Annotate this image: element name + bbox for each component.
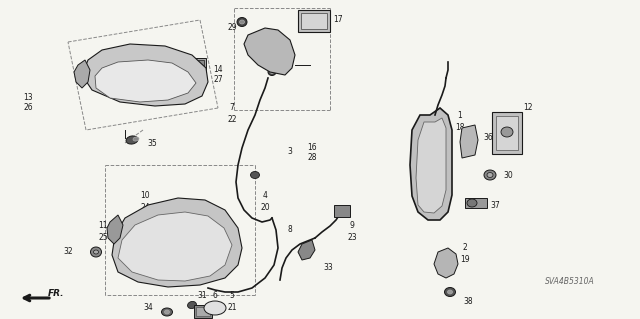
- Text: 23: 23: [347, 233, 357, 241]
- Text: 30: 30: [503, 170, 513, 180]
- Polygon shape: [434, 248, 458, 278]
- Text: 34: 34: [143, 303, 153, 313]
- Text: FR.: FR.: [48, 288, 65, 298]
- Ellipse shape: [445, 287, 456, 296]
- Text: 4: 4: [262, 190, 268, 199]
- Ellipse shape: [429, 137, 435, 143]
- Polygon shape: [410, 108, 452, 220]
- Text: 36: 36: [483, 133, 493, 143]
- Text: 1: 1: [458, 110, 462, 120]
- Text: 19: 19: [460, 256, 470, 264]
- Polygon shape: [74, 60, 90, 88]
- Text: 24: 24: [140, 204, 150, 212]
- Ellipse shape: [204, 301, 226, 315]
- Text: 37: 37: [490, 201, 500, 210]
- Ellipse shape: [268, 69, 276, 76]
- Polygon shape: [118, 212, 232, 281]
- Ellipse shape: [154, 77, 161, 83]
- Ellipse shape: [429, 173, 435, 177]
- Ellipse shape: [426, 135, 438, 145]
- Text: 35: 35: [147, 138, 157, 147]
- Ellipse shape: [429, 155, 435, 160]
- Bar: [196, 307, 210, 316]
- Ellipse shape: [161, 308, 173, 316]
- Text: 22: 22: [227, 115, 237, 124]
- Text: 38: 38: [463, 298, 473, 307]
- Text: 16: 16: [307, 144, 317, 152]
- Text: 12: 12: [524, 103, 532, 113]
- Polygon shape: [95, 60, 196, 102]
- Text: 15: 15: [138, 81, 148, 91]
- Text: 25: 25: [98, 233, 108, 241]
- Text: 18: 18: [455, 122, 465, 131]
- Polygon shape: [416, 118, 446, 213]
- Ellipse shape: [150, 204, 166, 216]
- Bar: [334, 205, 350, 217]
- Ellipse shape: [467, 199, 477, 207]
- Ellipse shape: [239, 20, 244, 24]
- Ellipse shape: [237, 18, 247, 26]
- Polygon shape: [112, 198, 242, 287]
- Text: 26: 26: [23, 103, 33, 113]
- Text: 14: 14: [213, 65, 223, 75]
- Text: 29: 29: [227, 24, 237, 33]
- Polygon shape: [460, 125, 478, 158]
- Ellipse shape: [426, 170, 438, 180]
- Text: 6: 6: [212, 291, 218, 300]
- Text: 32: 32: [63, 248, 73, 256]
- Ellipse shape: [164, 310, 170, 314]
- Ellipse shape: [426, 153, 438, 163]
- Ellipse shape: [250, 172, 259, 179]
- Polygon shape: [82, 44, 208, 106]
- Text: 8: 8: [287, 226, 292, 234]
- Text: 2: 2: [463, 243, 467, 253]
- Ellipse shape: [426, 187, 438, 197]
- Ellipse shape: [151, 74, 165, 86]
- Text: 7: 7: [230, 103, 234, 113]
- Polygon shape: [244, 28, 295, 75]
- Bar: [298, 10, 330, 32]
- Bar: [465, 198, 487, 208]
- Ellipse shape: [90, 247, 102, 257]
- Ellipse shape: [126, 136, 138, 144]
- Text: 20: 20: [260, 203, 270, 211]
- Ellipse shape: [429, 189, 435, 195]
- Bar: [188, 58, 206, 72]
- Bar: [492, 112, 522, 154]
- Polygon shape: [107, 215, 123, 244]
- Ellipse shape: [484, 170, 496, 180]
- Text: 33: 33: [323, 263, 333, 272]
- Bar: [301, 13, 327, 29]
- Text: 3: 3: [287, 147, 292, 157]
- Bar: [190, 60, 204, 70]
- Text: 21: 21: [227, 303, 237, 313]
- Text: 9: 9: [349, 220, 355, 229]
- Ellipse shape: [464, 137, 472, 144]
- Ellipse shape: [501, 127, 513, 137]
- Ellipse shape: [93, 250, 99, 254]
- Text: 11: 11: [99, 220, 108, 229]
- Text: 28: 28: [307, 153, 317, 162]
- Polygon shape: [298, 240, 315, 260]
- Text: 10: 10: [140, 191, 150, 201]
- Ellipse shape: [154, 207, 162, 213]
- Text: 13: 13: [23, 93, 33, 102]
- Text: SVA4B5310A: SVA4B5310A: [545, 278, 595, 286]
- Ellipse shape: [188, 301, 196, 308]
- Text: 17: 17: [333, 16, 343, 25]
- Ellipse shape: [133, 137, 139, 141]
- Ellipse shape: [270, 70, 274, 73]
- Bar: [194, 305, 212, 318]
- Bar: [496, 116, 518, 150]
- Text: 5: 5: [230, 292, 234, 300]
- Text: 27: 27: [213, 76, 223, 85]
- Ellipse shape: [447, 290, 452, 294]
- Ellipse shape: [487, 173, 493, 177]
- Text: 31: 31: [197, 291, 207, 300]
